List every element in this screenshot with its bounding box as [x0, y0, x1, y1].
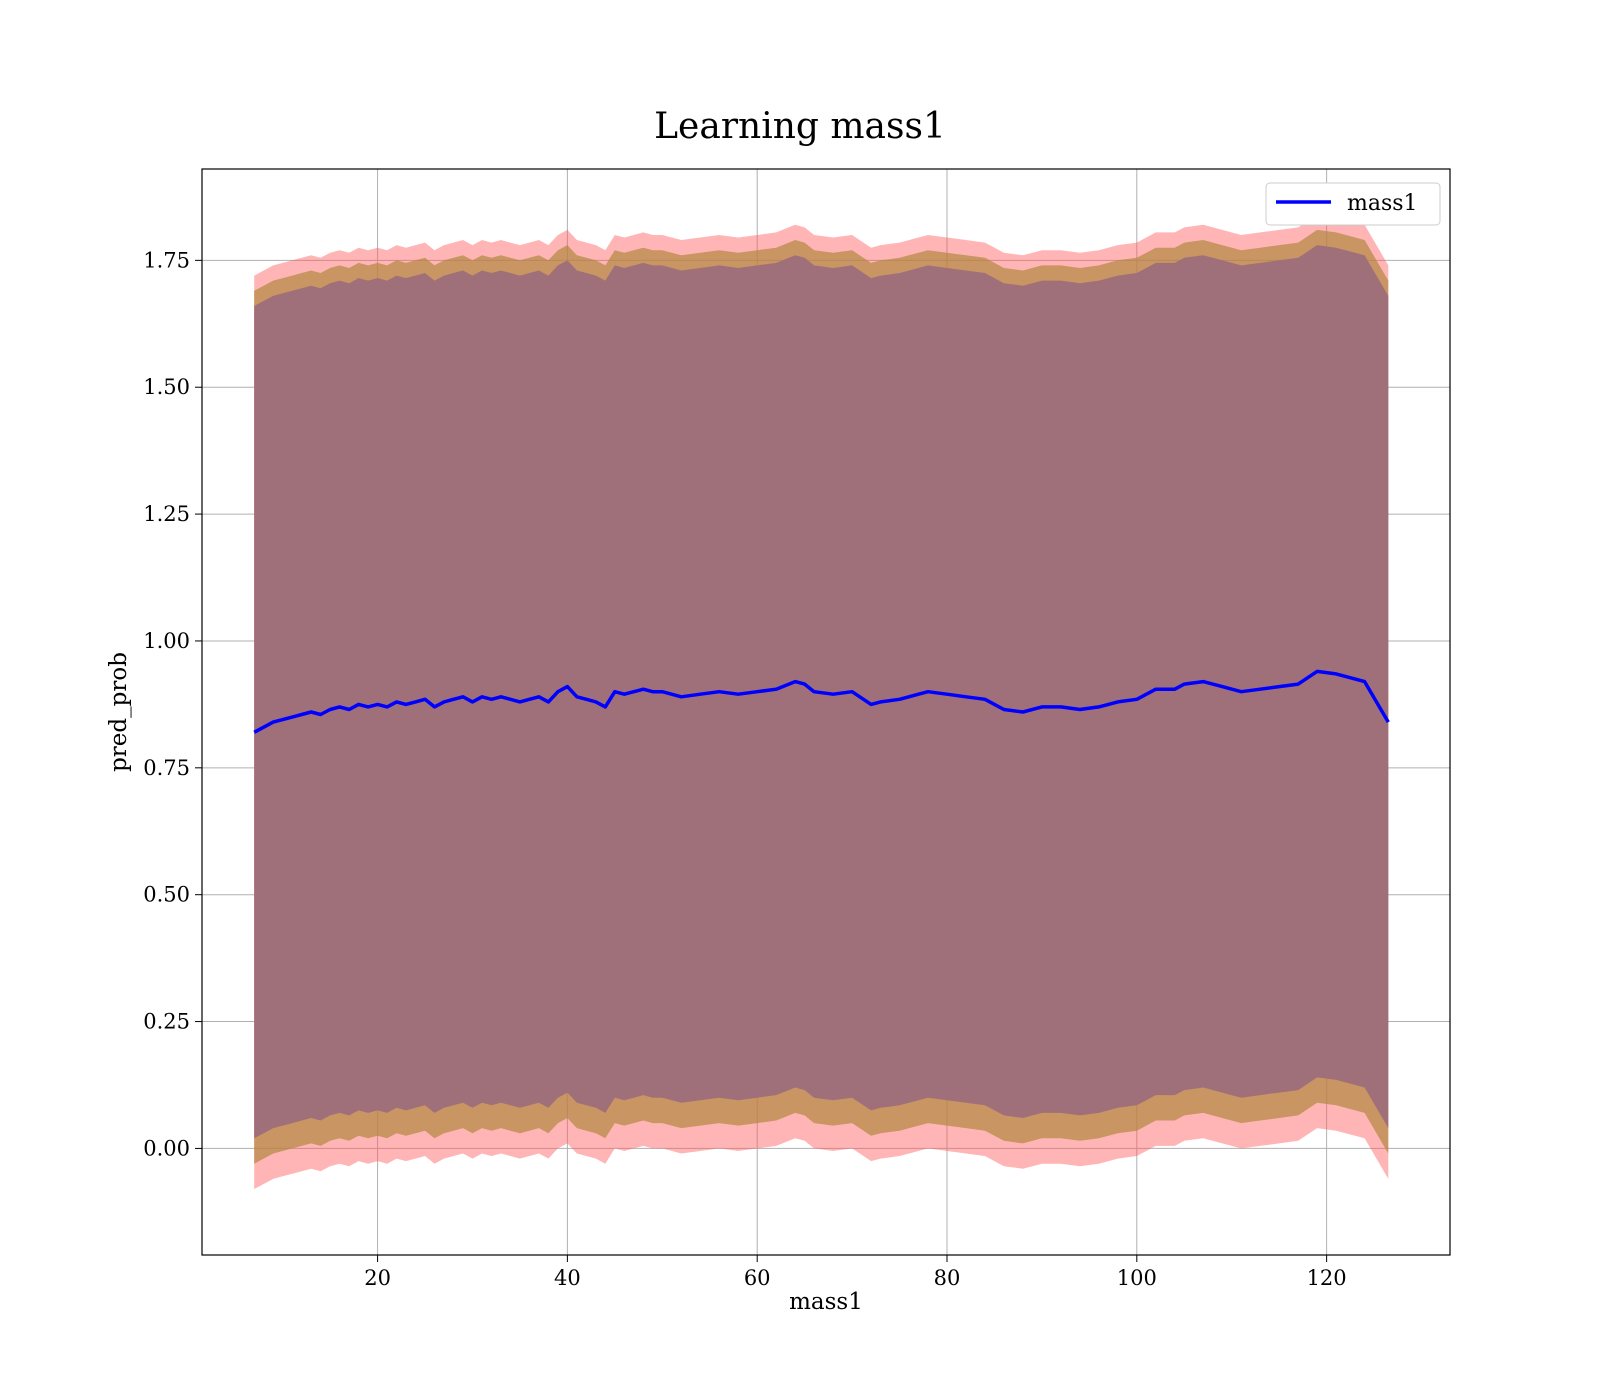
chart-title: Learning mass1 [654, 106, 946, 147]
plot-frame [201, 168, 1451, 1256]
y-tick-label: 0.00 [143, 1136, 190, 1160]
x-axis-label: mass1 [789, 1289, 863, 1315]
x-tick-label: 20 [364, 1266, 391, 1290]
y-tick-label: 0.75 [143, 756, 190, 780]
x-tick-label: 100 [1117, 1266, 1157, 1290]
legend: mass1 [1265, 182, 1441, 226]
uncertainty-bands [254, 214, 1389, 1189]
y-tick-label: 1.25 [143, 502, 190, 526]
series-line-mass1 [253, 669, 1390, 734]
y-tick-label: 1.00 [143, 629, 190, 653]
y-axis-label: pred_prob [106, 652, 132, 772]
series-lines [253, 669, 1390, 734]
x-tick-label: 120 [1307, 1266, 1347, 1290]
legend-box [1265, 182, 1441, 226]
y-tick-label: 0.50 [143, 883, 190, 907]
y-axis-ticks: 0.00 0.25 0.50 0.75 1.00 1.25 1.50 1.75 [143, 248, 202, 1160]
y-tick-label: 1.75 [143, 248, 190, 272]
x-tick-label: 60 [744, 1266, 771, 1290]
x-tick-label: 80 [934, 1266, 961, 1290]
x-tick-label: 40 [554, 1266, 581, 1290]
y-tick-label: 0.25 [143, 1010, 190, 1034]
x-axis-ticks: 20 40 60 80 100 120 [364, 1255, 1347, 1290]
legend-label-mass1: mass1 [1347, 191, 1418, 216]
y-tick-label: 1.50 [143, 375, 190, 399]
